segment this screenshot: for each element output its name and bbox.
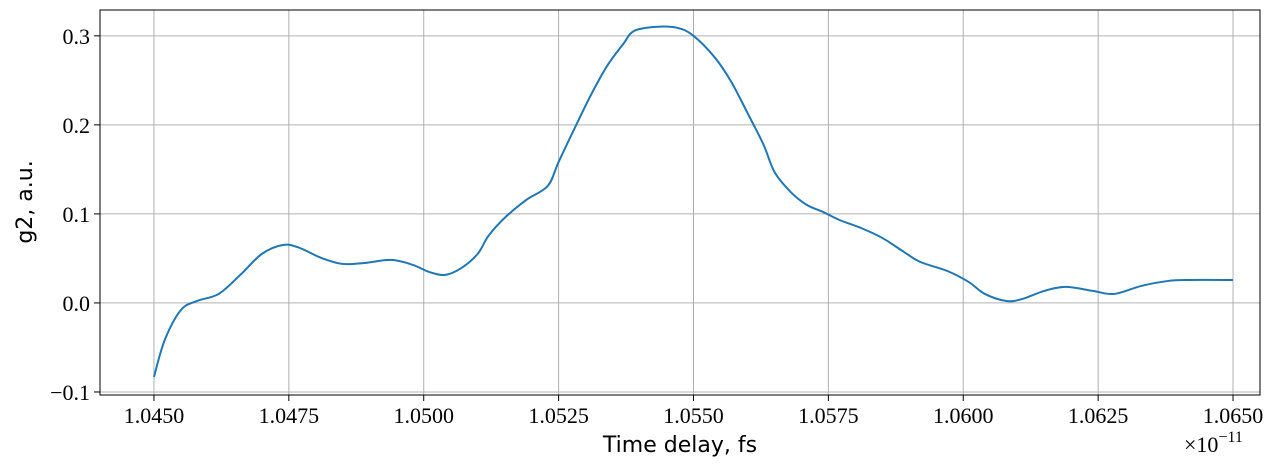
- x-tick-label: 1.0500: [393, 403, 454, 428]
- x-tick-label: 1.0450: [124, 403, 185, 428]
- y-tick-label: 0.1: [63, 202, 91, 227]
- y-tick-label: −0.1: [50, 380, 90, 405]
- x-tick-label: 1.0625: [1068, 403, 1129, 428]
- offset-exponent: −11: [1218, 429, 1242, 446]
- offset-base: ×10: [1184, 432, 1218, 457]
- x-tick-label: 1.0575: [798, 403, 859, 428]
- data-line: [152, 25, 1234, 378]
- y-tick-label: 0.0: [63, 291, 91, 316]
- plot-frame: [99, 9, 1261, 396]
- x-axis-label: Time delay, fs: [602, 433, 757, 458]
- x-tick-label: 1.0475: [259, 403, 320, 428]
- x-offset-label: ×10−11: [1184, 429, 1243, 457]
- x-tick-label: 1.0525: [528, 403, 589, 428]
- x-tick-label: 1.0550: [663, 403, 724, 428]
- y-axis-label: g2, a.u.: [13, 160, 38, 243]
- x-tick-label: 1.0600: [933, 403, 994, 428]
- x-tick-label: 1.0650: [1203, 403, 1264, 428]
- y-tick-label: 0.2: [63, 113, 91, 138]
- y-tick-label: 0.3: [63, 24, 91, 49]
